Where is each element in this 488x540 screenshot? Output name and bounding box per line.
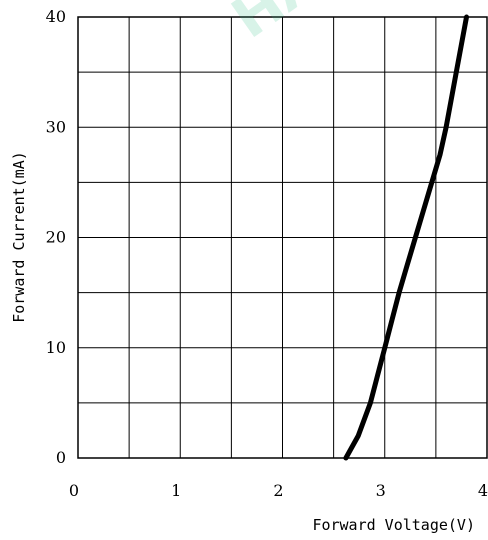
forward-current-curve: [343, 14, 469, 461]
x-tick-label: 2: [273, 481, 283, 500]
x-tick-labels: 0 1 2 3 4: [69, 481, 488, 500]
y-tick-label: 0: [56, 448, 66, 467]
x-axis-label: Forward Voltage(V): [312, 516, 475, 534]
x-tick-label: 1: [171, 481, 181, 500]
y-tick-label: 10: [46, 338, 66, 357]
y-tick-labels: 0 10 20 30 40: [46, 7, 66, 467]
x-tick-label: 4: [478, 481, 488, 500]
y-axis-label: Forward Current(mA): [10, 151, 28, 323]
y-tick-label: 30: [46, 117, 66, 136]
plot-frame: [77, 16, 488, 459]
y-tick-label: 40: [46, 7, 66, 26]
grid: [78, 17, 487, 458]
x-tick-label: 0: [69, 481, 79, 500]
watermark: HA: [221, 0, 333, 51]
x-tick-label: 3: [376, 481, 386, 500]
y-tick-label: 20: [46, 228, 66, 247]
